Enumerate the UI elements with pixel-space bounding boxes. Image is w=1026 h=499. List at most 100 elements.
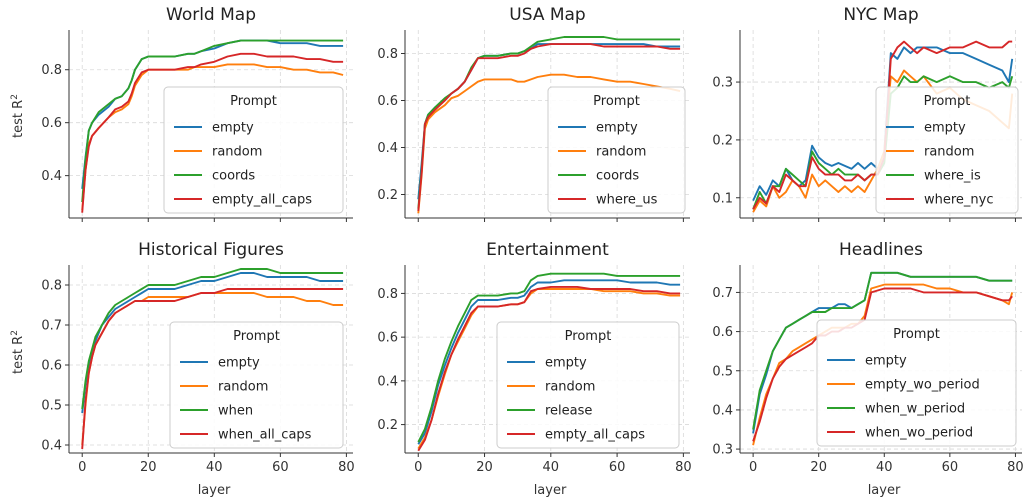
legend-label: where_is bbox=[924, 169, 981, 184]
legend-label: empty bbox=[596, 121, 638, 136]
legend-label: coords bbox=[212, 169, 255, 184]
panel-6: 0.3 0.4 0.5 0.6 0.7 0 20 40 60 80 Headlines Prompt e… bbox=[712, 240, 1023, 475]
panel-title: NYC Map bbox=[843, 5, 918, 25]
xlabel-col1: layer bbox=[198, 483, 231, 498]
series-line-when_w_period bbox=[752, 271, 1013, 430]
panel-title: USA Map bbox=[509, 5, 585, 25]
series-line-release bbox=[417, 272, 681, 443]
x-tick-label: 20 bbox=[810, 460, 827, 475]
x-tick-label: 0 bbox=[749, 460, 757, 475]
series-line-empty bbox=[752, 46, 1014, 201]
x-tick-label: 40 bbox=[206, 460, 223, 475]
panel-title: World Map bbox=[166, 5, 256, 25]
legend-title: Prompt bbox=[924, 94, 971, 109]
y-tick-label: 0.8 bbox=[377, 47, 398, 62]
legend-label: empty_all_caps bbox=[545, 428, 645, 443]
ylabel-bottom-sup: 2 bbox=[10, 330, 20, 336]
x-tick-label: 20 bbox=[140, 460, 157, 475]
y-tick-label: 0.6 bbox=[377, 94, 398, 109]
ylabel-bottom: test R2 bbox=[10, 330, 26, 374]
panel-title: Headlines bbox=[839, 240, 923, 260]
legend-label: empty_all_caps bbox=[212, 193, 312, 208]
legend: Prompt empty random release empty_all_caps bbox=[496, 321, 680, 449]
legend-label: where_us bbox=[596, 193, 658, 208]
xlabel-col2: layer bbox=[534, 483, 567, 498]
legend-label: when_all_caps bbox=[218, 428, 312, 443]
x-tick-label: 60 bbox=[609, 460, 626, 475]
ylabel-top-text: test R bbox=[11, 100, 26, 138]
legend-label: empty bbox=[212, 121, 254, 136]
y-tick-label: 0.1 bbox=[712, 191, 733, 206]
legend-title: Prompt bbox=[230, 94, 277, 109]
x-tick-label: 60 bbox=[272, 460, 289, 475]
series-line-coords bbox=[417, 36, 681, 209]
legend-label: random bbox=[212, 145, 262, 160]
legend-label: random bbox=[924, 145, 974, 160]
y-tick-label: 0.3 bbox=[712, 76, 733, 91]
x-tick-label: 0 bbox=[78, 460, 86, 475]
panel-4: 0.4 0.5 0.6 0.7 0.8 0 20 40 60 80 Historical Figur… bbox=[41, 240, 354, 475]
y-tick-label: 0.4 bbox=[377, 141, 398, 156]
x-tick-label: 80 bbox=[675, 460, 692, 475]
ylabel-top-sup: 2 bbox=[10, 94, 20, 100]
series-line-empty_all_caps bbox=[417, 285, 681, 452]
series-line-empty bbox=[81, 272, 344, 414]
y-tick-label: 0.2 bbox=[712, 133, 733, 148]
legend: Prompt empty random when when_all_caps bbox=[169, 321, 344, 449]
series-line-when_all_caps bbox=[81, 288, 344, 450]
panels: 0.4 0.6 0.8 World Map Prompt empty random coord… bbox=[41, 5, 1023, 475]
y-tick-label: 0.6 bbox=[41, 116, 62, 131]
y-tick-label: 0.4 bbox=[377, 374, 398, 389]
xlabel-col3: layer bbox=[868, 483, 901, 498]
legend: Prompt empty random coords empty_all_caps bbox=[163, 86, 344, 214]
series-line-when bbox=[81, 268, 344, 410]
ylabel-bottom-text: test R bbox=[11, 336, 26, 374]
panel-title: Entertainment bbox=[486, 240, 609, 260]
x-tick-label: 0 bbox=[414, 460, 422, 475]
y-tick-label: 0.5 bbox=[712, 364, 733, 379]
y-tick-label: 0.6 bbox=[712, 325, 733, 340]
legend-label: empty bbox=[545, 356, 587, 371]
y-tick-label: 0.7 bbox=[41, 319, 62, 334]
series-line-random bbox=[417, 73, 681, 214]
series-line-where_nyc bbox=[752, 40, 1013, 210]
legend-box bbox=[875, 86, 1019, 214]
y-tick-label: 0.4 bbox=[41, 169, 62, 184]
legend-label: empty_wo_period bbox=[865, 378, 980, 393]
x-tick-label: 20 bbox=[476, 460, 493, 475]
legend-title: Prompt bbox=[565, 329, 612, 344]
ylabel-top: test R2 bbox=[10, 94, 26, 138]
y-tick-label: 0.4 bbox=[41, 439, 62, 454]
legend-label: empty bbox=[218, 356, 260, 371]
y-tick-label: 0.8 bbox=[41, 63, 62, 78]
y-tick-label: 0.3 bbox=[712, 443, 733, 458]
legend-label: release bbox=[545, 404, 592, 419]
legend-box bbox=[547, 86, 686, 214]
x-tick-label: 40 bbox=[543, 460, 560, 475]
y-tick-label: 0.7 bbox=[712, 286, 733, 301]
legend-box bbox=[816, 319, 1017, 447]
series-line-empty_all_caps bbox=[81, 52, 344, 213]
x-tick-label: 80 bbox=[338, 460, 355, 475]
y-tick-label: 0.6 bbox=[377, 331, 398, 346]
x-tick-label: 80 bbox=[1007, 460, 1024, 475]
x-tick-label: 40 bbox=[876, 460, 893, 475]
legend: Prompt empty random coords where_us bbox=[547, 86, 686, 214]
y-tick-label: 0.2 bbox=[377, 188, 398, 203]
panel-5: 0.2 0.4 0.6 0.8 0 20 40 60 80 Entertainment Prompt… bbox=[377, 240, 691, 475]
legend-label: when bbox=[218, 404, 253, 419]
legend-label: when_wo_period bbox=[865, 426, 973, 441]
legend-label: empty bbox=[865, 354, 907, 369]
legend: Prompt empty empty_wo_period when_w_periodw… bbox=[816, 319, 1017, 447]
legend-label: where_nyc bbox=[924, 193, 994, 208]
series-line-empty bbox=[417, 279, 681, 445]
y-tick-label: 0.8 bbox=[377, 287, 398, 302]
legend: Prompt empty random where_is where_nyc bbox=[875, 86, 1019, 214]
legend-label: coords bbox=[596, 169, 639, 184]
legend-label: random bbox=[218, 380, 268, 395]
y-tick-label: 0.8 bbox=[41, 279, 62, 294]
legend-title: Prompt bbox=[893, 327, 940, 342]
legend-title: Prompt bbox=[593, 94, 640, 109]
legend-label: when_w_period bbox=[865, 402, 965, 417]
